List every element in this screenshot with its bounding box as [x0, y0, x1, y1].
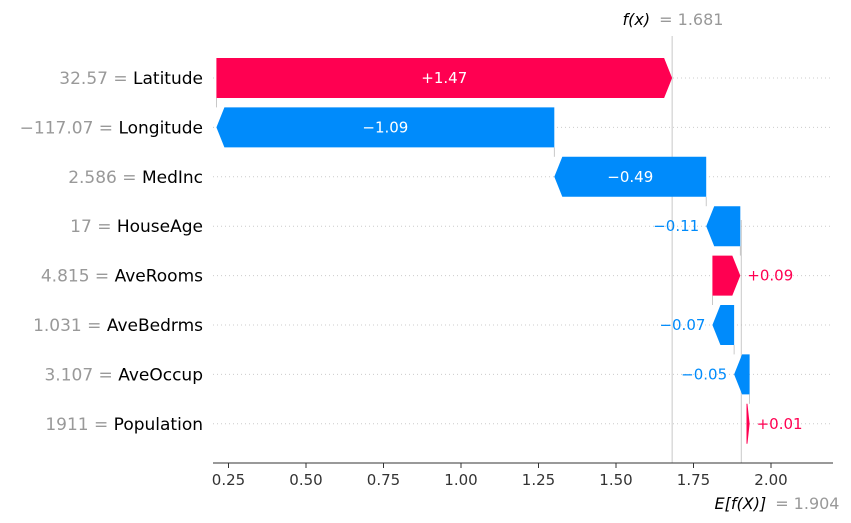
bar-longitude — [216, 107, 555, 148]
feature-value: −117.07 = — [20, 118, 119, 138]
feature-label-longitude: −117.07 = Longitude — [20, 118, 203, 138]
feature-value: 3.107 = — [44, 365, 118, 385]
feature-label-avebedrms: 1.031 = AveBedrms — [33, 316, 203, 336]
x-tick-label: 0.50 — [289, 471, 322, 489]
bars: +1.47 −1.09 −0.49 −0.11 +0.09 −0.07 −0.05 +0.01 — [216, 58, 803, 444]
feature-label-averooms: 4.815 = AveRooms — [41, 267, 203, 287]
bar-label-avebedrms: −0.07 — [659, 316, 705, 334]
base-value-text: = 1.904 — [775, 494, 839, 513]
bar-label-houseage: −0.11 — [653, 217, 699, 235]
x-tick-label: 0.75 — [367, 471, 400, 489]
feature-name: Population — [114, 415, 203, 435]
bar-houseage — [706, 206, 741, 247]
feature-label-latitude: 32.57 = Latitude — [59, 69, 203, 89]
x-tick-label: 1.50 — [599, 471, 632, 489]
x-tick-label: 1.00 — [444, 471, 477, 489]
feature-value: 4.815 = — [41, 267, 115, 287]
feature-value: 32.57 = — [59, 69, 133, 89]
bar-label-population: +0.01 — [757, 415, 803, 433]
x-axis: 0.25 0.50 0.75 1.00 1.25 1.50 1.75 2.00 — [212, 462, 833, 489]
x-tick-label: 0.25 — [212, 471, 245, 489]
feature-name: Latitude — [133, 69, 203, 89]
feature-name: HouseAge — [117, 217, 203, 237]
base-label: E[f(X)] — [715, 494, 767, 513]
bar-label-medinc: −0.49 — [607, 168, 653, 186]
bar-label-aveoccup: −0.05 — [681, 365, 727, 383]
feature-name: AveOccup — [118, 365, 203, 385]
feature-label-population: 1911 = Population — [45, 415, 203, 435]
feature-name: AveBedrms — [107, 316, 203, 336]
feature-value: 1911 = — [45, 415, 113, 435]
bar-label-latitude: +1.47 — [421, 69, 467, 87]
x-tick-label: 1.75 — [677, 471, 710, 489]
output-value-text: = 1.681 — [659, 10, 723, 29]
feature-name: AveRooms — [115, 267, 204, 287]
feature-labels: 32.57 = Latitude −117.07 = Longitude 2.586… — [20, 69, 203, 435]
output-label: f(x) — [623, 10, 651, 29]
bar-medinc — [554, 156, 707, 197]
x-tick-label: 2.00 — [754, 471, 787, 489]
output-value-label: f(x) = 1.681 — [623, 10, 724, 29]
reference-lines — [216, 36, 751, 463]
feature-label-aveoccup: 3.107 = AveOccup — [44, 365, 203, 385]
x-tick-label: 1.25 — [522, 471, 555, 489]
bar-aveoccup — [734, 354, 750, 395]
feature-name: MedInc — [142, 168, 203, 188]
bar-averooms — [712, 255, 741, 296]
feature-value: 17 = — [70, 217, 117, 237]
feature-name: Longitude — [118, 118, 203, 138]
bar-label-longitude: −1.09 — [362, 118, 408, 136]
bar-population — [746, 403, 750, 444]
base-value-label: E[f(X)] = 1.904 — [715, 494, 840, 513]
bar-avebedrms — [712, 305, 735, 345]
feature-value: 2.586 = — [68, 168, 142, 188]
feature-label-medinc: 2.586 = MedInc — [68, 168, 203, 188]
bar-latitude — [216, 58, 673, 98]
bar-label-averooms: +0.09 — [747, 267, 793, 285]
feature-value: 1.031 = — [33, 316, 107, 336]
feature-label-houseage: 17 = HouseAge — [70, 217, 203, 237]
